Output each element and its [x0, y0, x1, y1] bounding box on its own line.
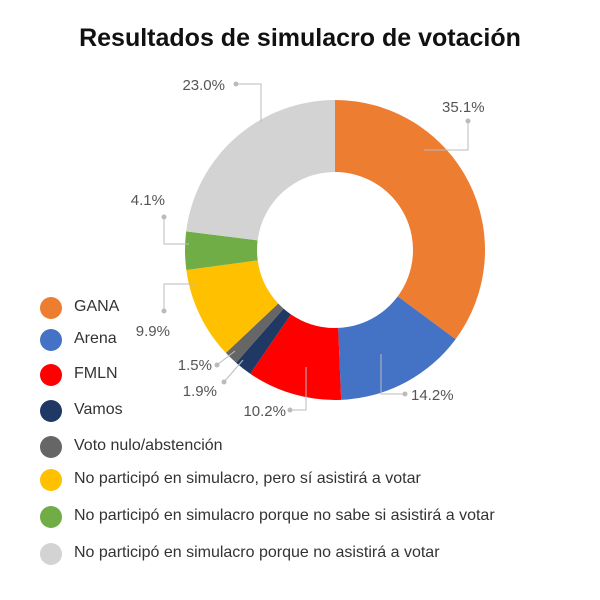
data-label-5: 9.9% — [136, 323, 170, 340]
legend-swatch — [40, 506, 62, 528]
donut-slice-1 — [338, 296, 456, 400]
leader-dot-3 — [221, 379, 227, 385]
legend-swatch — [40, 543, 62, 565]
leader-dot-4 — [214, 362, 220, 368]
data-label-7: 23.0% — [182, 77, 225, 94]
leader-line-4 — [216, 350, 236, 366]
leader-dot-5 — [161, 308, 167, 314]
donut-slice-7 — [186, 100, 335, 241]
donut-slice-5 — [186, 260, 279, 353]
donut-slice-4 — [225, 303, 284, 363]
leader-dot-2 — [287, 407, 293, 413]
chart-title: Resultados de simulacro de votación — [79, 24, 521, 52]
donut-slice-2 — [250, 314, 342, 400]
data-label-2: 10.2% — [243, 403, 286, 420]
legend-label: No participó en simulacro, pero sí asist… — [74, 470, 421, 487]
leader-dot-1 — [402, 391, 408, 397]
leader-dot-6 — [161, 214, 167, 220]
legend-swatch — [40, 329, 62, 351]
leader-line-5 — [163, 283, 196, 311]
legend-label: FMLN — [74, 365, 118, 382]
leader-line-0 — [424, 121, 469, 151]
leader-line-2 — [290, 367, 307, 411]
legend-label: No participó en simulacro porque no sabe… — [74, 507, 495, 524]
data-label-1: 14.2% — [411, 387, 454, 404]
legend-label: Arena — [74, 330, 117, 347]
leader-dot-7 — [233, 81, 239, 87]
donut-slices — [185, 100, 486, 400]
leader-line-6 — [163, 217, 189, 245]
leader-line-3 — [223, 359, 244, 383]
leader-dot-0 — [465, 118, 471, 124]
legend-label: No participó en simulacro porque no asis… — [74, 544, 440, 561]
legend-swatch — [40, 436, 62, 458]
leader-lines — [161, 81, 471, 413]
data-labels: 35.1% 14.2% 10.2% 1.9% 1.5% 9.9% 4.1% 23.0% — [131, 77, 485, 420]
legend-label: Voto nulo/abstención — [74, 437, 223, 454]
leader-line-1 — [380, 354, 405, 395]
donut-slice-3 — [236, 308, 291, 374]
data-label-6: 4.1% — [131, 192, 165, 209]
legend-swatch — [40, 469, 62, 491]
legend-label: GANA — [74, 298, 120, 315]
donut-slice-6 — [185, 231, 258, 270]
data-label-3: 1.9% — [183, 383, 217, 400]
legend-label: Vamos — [74, 401, 123, 418]
leader-line-7 — [236, 83, 262, 122]
data-label-0: 35.1% — [442, 99, 485, 116]
data-label-4: 1.5% — [178, 357, 212, 374]
legend-swatch — [40, 297, 62, 319]
donut-slice-0 — [335, 100, 486, 340]
legend-swatch — [40, 364, 62, 386]
legend-swatch — [40, 400, 62, 422]
